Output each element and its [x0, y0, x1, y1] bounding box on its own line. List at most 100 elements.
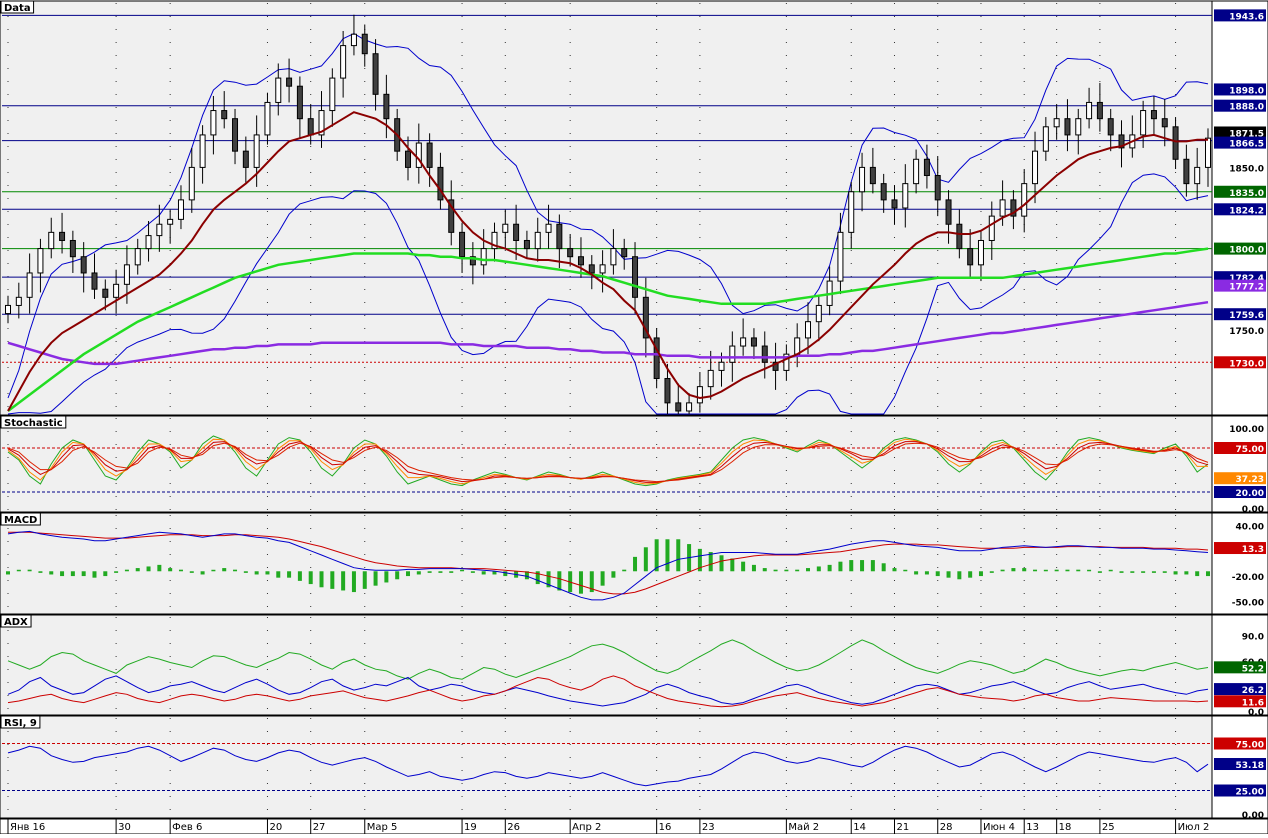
candle-body: [123, 264, 130, 285]
candle-body: [750, 337, 757, 347]
macd-histogram-bar: [1162, 571, 1167, 573]
macd-histogram-bar: [319, 571, 324, 588]
candle-body: [350, 33, 357, 47]
time-tick-label: 25: [1102, 822, 1115, 833]
candle-body: [188, 166, 195, 201]
price-tick-label: 1850.0: [1229, 164, 1264, 174]
indicator-tick-label: 100.00: [1229, 425, 1264, 435]
candle-body: [286, 77, 293, 87]
price-tick-label: 1800.0: [1229, 246, 1264, 256]
indicator-tick-label: 40.00: [1236, 522, 1264, 532]
macd-histogram-bar: [1141, 571, 1146, 573]
candle-body: [610, 248, 617, 266]
macd-histogram-bar: [1184, 571, 1189, 575]
macd-histogram-bar: [27, 569, 32, 572]
macd-histogram-bar: [233, 569, 238, 572]
candle-body: [545, 223, 552, 233]
candle-body: [1064, 118, 1071, 136]
macd-histogram-bar: [416, 571, 421, 575]
macd-histogram-bar: [881, 563, 886, 572]
macd-histogram-bar: [351, 571, 356, 593]
macd-histogram-bar: [406, 571, 410, 577]
indicator-tick-label: 11.6: [1242, 698, 1264, 708]
macd-histogram-bar: [60, 571, 65, 577]
time-tick-label: Фев 6: [172, 822, 202, 833]
panel-title: ADX: [4, 617, 28, 628]
panel-title-box: [0, 512, 41, 526]
indicator-tick-label: -20.00: [1232, 573, 1264, 583]
macd-histogram-bar: [189, 571, 194, 573]
candle-body: [145, 235, 152, 250]
candle-body: [469, 256, 476, 266]
macd-histogram-bar: [643, 547, 648, 572]
candle-body: [134, 248, 141, 266]
price-tick-label: 1782.4: [1229, 274, 1264, 284]
macd-histogram-bar: [1195, 571, 1200, 577]
bollinger-lower: [7, 173, 1209, 415]
indicator-tick-label: 20.00: [1236, 489, 1264, 499]
price-label-box: [1214, 279, 1266, 292]
macd-histogram-bar: [535, 571, 540, 585]
candle-body: [102, 288, 109, 298]
indicator-label-box: [1214, 472, 1266, 485]
candle-body: [967, 248, 974, 266]
candle-body: [523, 239, 530, 250]
price-label-box: [1214, 185, 1266, 198]
macd-histogram-bar: [1076, 569, 1081, 572]
indicator-tick-label: 90.0: [1242, 633, 1264, 643]
candle-body: [113, 283, 120, 298]
macd-histogram-bar: [795, 569, 800, 572]
candle-body: [405, 150, 411, 168]
candle-body: [859, 166, 866, 193]
time-tick-label: 16: [659, 822, 672, 833]
macd-histogram-bar: [1054, 569, 1059, 572]
price-tick-label: 1730.0: [1229, 359, 1264, 369]
candle-body: [1205, 137, 1211, 168]
macd-histogram-bar: [1173, 571, 1178, 575]
indicator-label-box: [1214, 542, 1266, 555]
macd-histogram-bar: [1108, 569, 1113, 572]
candle-body: [761, 345, 768, 363]
price-tick-label: 1866.5: [1229, 140, 1264, 150]
macd-histogram-bar: [589, 571, 594, 593]
macd-histogram-bar: [124, 569, 129, 572]
bollinger-upper: [7, 33, 1209, 399]
candle-body: [383, 93, 390, 120]
stochastic-line: [7, 438, 1208, 485]
macd-histogram-bar: [1033, 569, 1038, 572]
candle-body: [167, 218, 174, 225]
moving-average-long: [7, 300, 1209, 366]
panel-title-box: [0, 415, 67, 429]
price-tick-label: 1898.0: [1229, 86, 1264, 96]
macd-histogram-bar: [784, 569, 789, 572]
time-tick-label: 21: [896, 822, 909, 833]
candle-body: [1021, 183, 1028, 217]
macd-histogram-bar: [578, 571, 583, 594]
indicator-label-box: [1214, 661, 1266, 674]
macd-histogram-bar: [741, 561, 746, 572]
macd-line: [7, 530, 1209, 601]
price-label-box: [1214, 136, 1266, 149]
macd-histogram-bar: [114, 571, 119, 573]
moving-average-medium: [7, 247, 1209, 412]
moving-average-short: [7, 111, 1208, 412]
macd-histogram-bar: [860, 560, 865, 572]
macd-histogram-bar: [978, 571, 983, 577]
indicator-tick-label: 53.18: [1236, 761, 1264, 771]
candle-body: [707, 369, 714, 388]
price-label-box: [1214, 126, 1266, 139]
macd-histogram-bar: [146, 566, 151, 572]
macd-histogram-bar: [676, 539, 681, 572]
candle-body: [567, 248, 574, 258]
candle-body: [426, 142, 433, 168]
candle-body: [253, 134, 260, 168]
macd-histogram-bar: [1022, 568, 1027, 572]
time-tick-label: 14: [853, 822, 866, 833]
candle-body: [232, 118, 239, 152]
candle-body: [556, 223, 563, 250]
indicator-tick-label: 0.00: [1242, 505, 1264, 515]
macd-histogram-bar: [719, 555, 724, 572]
macd-histogram-bar: [200, 571, 205, 575]
macd-signal-line: [8, 531, 1209, 595]
